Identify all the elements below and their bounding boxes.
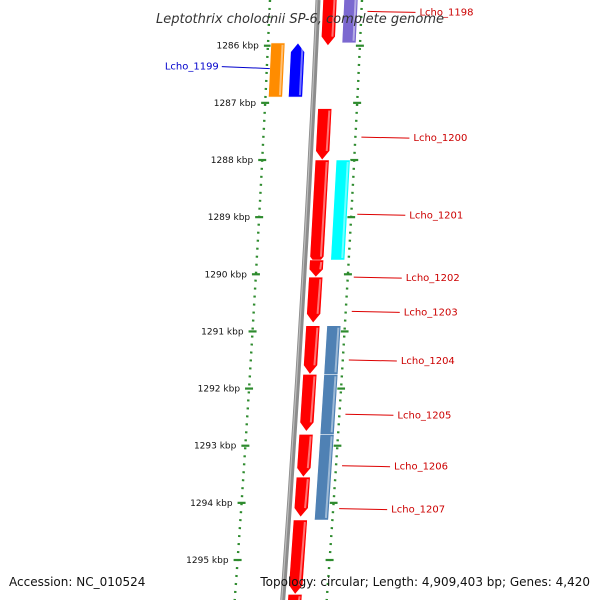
gene-label: Lcho_1200 bbox=[413, 133, 467, 144]
leader-line bbox=[353, 276, 402, 279]
accession-text: Accession: NC_010524 bbox=[9, 575, 145, 589]
gene-feature-shine bbox=[341, 161, 349, 259]
gene-feature bbox=[303, 325, 321, 375]
gene-feature-shine bbox=[325, 110, 331, 152]
leader-line bbox=[361, 136, 410, 139]
gene-feature-shine bbox=[298, 521, 306, 586]
genome-backbone-highlight bbox=[281, 0, 318, 600]
gene-feature-shine bbox=[278, 44, 284, 96]
gene-label: Lcho_1203 bbox=[404, 307, 458, 318]
tick-label: 1290 kbp bbox=[205, 270, 248, 280]
gene-feature bbox=[314, 433, 335, 521]
gene-feature-shine bbox=[352, 0, 357, 41]
gene-feature bbox=[315, 108, 333, 161]
tick-label: 1291 kbp bbox=[201, 327, 244, 337]
tick-label: 1287 kbp bbox=[214, 99, 257, 109]
gene-feature-shine bbox=[331, 0, 336, 37]
gene-label: Lcho_1202 bbox=[406, 273, 460, 284]
features-layer bbox=[268, 0, 359, 600]
tick-label: 1289 kbp bbox=[208, 213, 251, 223]
backbone-layer bbox=[280, 0, 321, 600]
gene-feature bbox=[306, 276, 324, 324]
gene-feature-shine bbox=[306, 436, 312, 469]
leader-line bbox=[342, 465, 391, 468]
gene-feature-shine bbox=[330, 376, 337, 433]
gene-feature bbox=[293, 476, 311, 518]
gene-feature-shine bbox=[334, 327, 340, 373]
genome-summary-text: Topology: circular; Length: 4,909,403 bp… bbox=[259, 575, 590, 589]
tick-label: 1294 kbp bbox=[190, 499, 233, 509]
ruler-layer: 1286 kbp 1287 kbp 1288 kbp 1289 kbp 1290 kbp… bbox=[186, 0, 364, 600]
gene-feature-shine bbox=[316, 279, 322, 314]
gene-feature-shine bbox=[297, 596, 301, 600]
tick-label: 1292 kbp bbox=[198, 385, 241, 395]
gene-label: Lcho_1204 bbox=[401, 356, 455, 367]
gene-feature-shine bbox=[304, 479, 309, 509]
gene-feature bbox=[330, 159, 351, 261]
ruler-right-line bbox=[325, 0, 364, 600]
leader-line bbox=[357, 213, 406, 216]
gene-feature bbox=[268, 42, 286, 98]
map-title: Leptothrix cholodnii SP-6, complete geno… bbox=[156, 12, 444, 27]
gene-label: Lcho_1198 bbox=[419, 7, 473, 18]
tick-label: 1286 kbp bbox=[216, 42, 259, 52]
tick-label: 1293 kbp bbox=[194, 442, 237, 452]
gene-label: Lcho_1205 bbox=[397, 410, 451, 421]
gene-feature-shine bbox=[309, 376, 316, 423]
gene-label: Lcho_1207 bbox=[391, 505, 445, 516]
gene-feature bbox=[320, 0, 338, 47]
gene-feature-shine bbox=[319, 161, 328, 257]
ruler-left-line bbox=[233, 0, 272, 600]
gene-feature-shine bbox=[319, 261, 323, 270]
tick-label: 1295 kbp bbox=[186, 556, 229, 566]
leader-line bbox=[348, 359, 397, 362]
leader-line bbox=[351, 310, 400, 313]
tick-label: 1288 kbp bbox=[211, 156, 254, 166]
genome-backbone bbox=[280, 0, 321, 600]
gene-feature bbox=[341, 0, 359, 44]
gene-feature bbox=[296, 433, 314, 478]
gene-label: Lcho_1199 bbox=[165, 62, 219, 73]
gene-feature bbox=[288, 519, 308, 595]
gene-feature-shine bbox=[313, 327, 319, 366]
gene-label: Lcho_1201 bbox=[409, 210, 463, 221]
leader-line bbox=[367, 10, 416, 13]
leader-line bbox=[345, 413, 394, 416]
gene-label: Lcho_1206 bbox=[394, 462, 448, 473]
labels-layer: Lcho_1198 Lcho_1199 Lcho_1200 Lcho_1201 Lcho… bbox=[165, 7, 474, 515]
gene-feature bbox=[287, 593, 303, 600]
gene-feature-shine bbox=[298, 44, 304, 96]
gene-feature bbox=[288, 42, 305, 98]
gene-feature bbox=[299, 373, 318, 432]
leader-line bbox=[221, 66, 270, 70]
leader-line bbox=[339, 508, 388, 511]
gene-feature-shine bbox=[324, 436, 333, 519]
gene-feature bbox=[308, 259, 325, 278]
